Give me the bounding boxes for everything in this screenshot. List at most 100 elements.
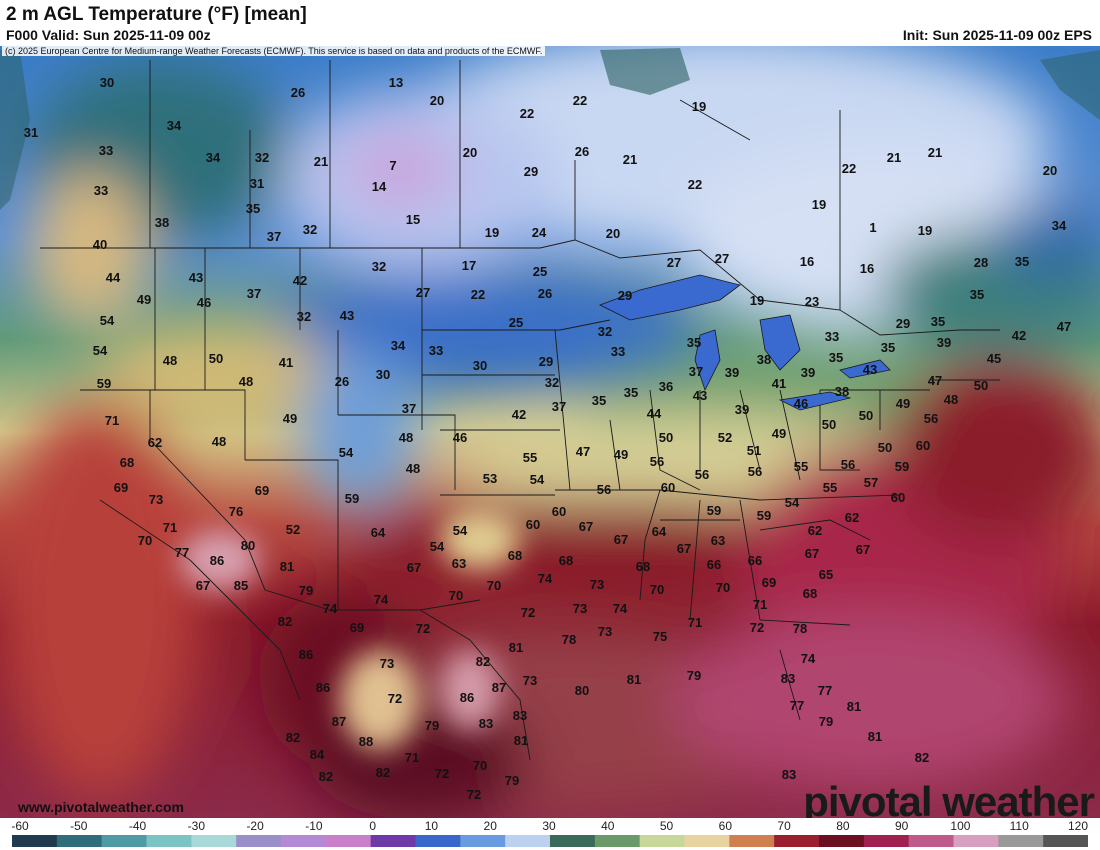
temperature-value: 82 — [286, 730, 300, 745]
temperature-value: 54 — [453, 523, 468, 538]
temperature-value: 49 — [896, 396, 910, 411]
temperature-value: 35 — [970, 287, 984, 302]
temperature-value: 32 — [545, 375, 559, 390]
temperature-value: 46 — [794, 396, 808, 411]
temperature-value: 42 — [1012, 328, 1026, 343]
temperature-value: 21 — [887, 150, 901, 165]
temperature-value: 29 — [539, 354, 553, 369]
colorbar-segment — [774, 835, 820, 847]
temperature-value: 42 — [293, 273, 307, 288]
temperature-value: 78 — [562, 632, 576, 647]
temperature-value: 56 — [924, 411, 938, 426]
colorbar-segment — [819, 835, 865, 847]
temperature-value: 54 — [530, 472, 545, 487]
temperature-value: 54 — [785, 495, 800, 510]
temperature-value: 81 — [509, 640, 523, 655]
temperature-value: 56 — [695, 467, 709, 482]
colorbar-segment — [236, 835, 282, 847]
temperature-value: 82 — [915, 750, 929, 765]
temperature-value: 86 — [210, 553, 224, 568]
temperature-value: 87 — [332, 714, 346, 729]
temperature-value: 66 — [748, 553, 762, 568]
colorbar-segment — [146, 835, 192, 847]
coast-sea — [0, 48, 1100, 210]
temperature-value: 33 — [94, 183, 108, 198]
temperature-value: 19 — [485, 225, 499, 240]
temperature-value: 67 — [614, 532, 628, 547]
temperature-value: 71 — [753, 597, 767, 612]
temperature-value: 43 — [693, 388, 707, 403]
temperature-map[interactable]: 30 31 34 26 13 20 22 22 33 34 32 21 7 20 26 21 33 31 14 29 2… — [0, 46, 1100, 818]
temperature-value: 34 — [206, 150, 221, 165]
temperature-value: 26 — [575, 144, 589, 159]
temperature-value: 43 — [863, 362, 877, 377]
temperature-value: 38 — [757, 352, 771, 367]
temperature-value: 43 — [189, 270, 203, 285]
temperature-value: 19 — [918, 223, 932, 238]
valid-time: F000 Valid: Sun 2025-11-09 00z — [6, 27, 211, 43]
temperature-value: 69 — [762, 575, 776, 590]
temperature-value: 7 — [389, 158, 396, 173]
temperature-value: 39 — [801, 365, 815, 380]
temperature-value: 81 — [627, 672, 641, 687]
boundaries — [40, 60, 1000, 761]
temperature-value: 54 — [100, 313, 115, 328]
colorbar-tick-label: 90 — [894, 819, 909, 833]
colorbar-segment — [594, 835, 641, 847]
temperature-value: 36 — [659, 379, 673, 394]
temperature-value: 41 — [772, 376, 786, 391]
temperature-value: 35 — [829, 350, 843, 365]
colorbar-tick-label: 20 — [483, 819, 497, 833]
colorbar-tick-label: -50 — [70, 819, 88, 833]
temperature-value: 37 — [402, 401, 416, 416]
temperature-value: 29 — [524, 164, 538, 179]
temperature-value: 60 — [891, 490, 905, 505]
temperature-value: 33 — [99, 143, 113, 158]
temperature-value: 70 — [473, 758, 487, 773]
colorbar — [12, 835, 1088, 847]
temperature-value: 17 — [462, 258, 476, 273]
temperature-value: 50 — [878, 440, 892, 455]
colorbar-tick-label: 0 — [369, 819, 376, 833]
temperature-value: 21 — [314, 154, 328, 169]
warm-pockets — [180, 510, 520, 750]
temperature-value: 74 — [374, 592, 389, 607]
temperature-value: 85 — [234, 578, 248, 593]
colorbar-segment — [639, 835, 685, 847]
colorbar-segment — [325, 835, 372, 847]
temperature-value: 62 — [808, 523, 822, 538]
temperature-value: 69 — [350, 620, 364, 635]
temperature-value: 54 — [93, 343, 108, 358]
temperature-value: 55 — [523, 450, 537, 465]
temperature-value: 50 — [822, 417, 836, 432]
temperature-value: 33 — [429, 343, 443, 358]
colorbar-tick-label: 10 — [424, 819, 439, 833]
temperature-value: 49 — [614, 447, 628, 462]
temperature-value: 42 — [512, 407, 526, 422]
temperature-value: 32 — [297, 309, 311, 324]
temperature-value: 32 — [372, 259, 386, 274]
colorbar-segment — [550, 835, 596, 847]
temperature-value: 68 — [559, 553, 573, 568]
temperature-value: 56 — [748, 464, 762, 479]
temperature-value: 82 — [319, 769, 333, 784]
temperature-value: 43 — [340, 308, 354, 323]
temperature-value: 22 — [471, 287, 485, 302]
colorbar-segment — [101, 835, 147, 847]
temperature-value: 79 — [505, 773, 519, 788]
temperature-value: 39 — [735, 402, 749, 417]
temperature-value: 70 — [449, 588, 463, 603]
colorbar-tick-label: -10 — [305, 819, 323, 833]
temperature-value: 1 — [869, 220, 876, 235]
site-url[interactable]: www.pivotalweather.com — [18, 799, 184, 815]
temperature-value: 34 — [1052, 218, 1067, 233]
temperature-value: 67 — [805, 546, 819, 561]
temperature-value: 51 — [747, 443, 761, 458]
temperature-value: 21 — [928, 145, 942, 160]
temperature-value: 46 — [197, 295, 211, 310]
temperature-value: 19 — [692, 99, 706, 114]
temperature-value: 38 — [155, 215, 169, 230]
temperature-value: 63 — [711, 533, 725, 548]
temperature-value: 48 — [406, 461, 420, 476]
temperature-value: 81 — [514, 733, 528, 748]
